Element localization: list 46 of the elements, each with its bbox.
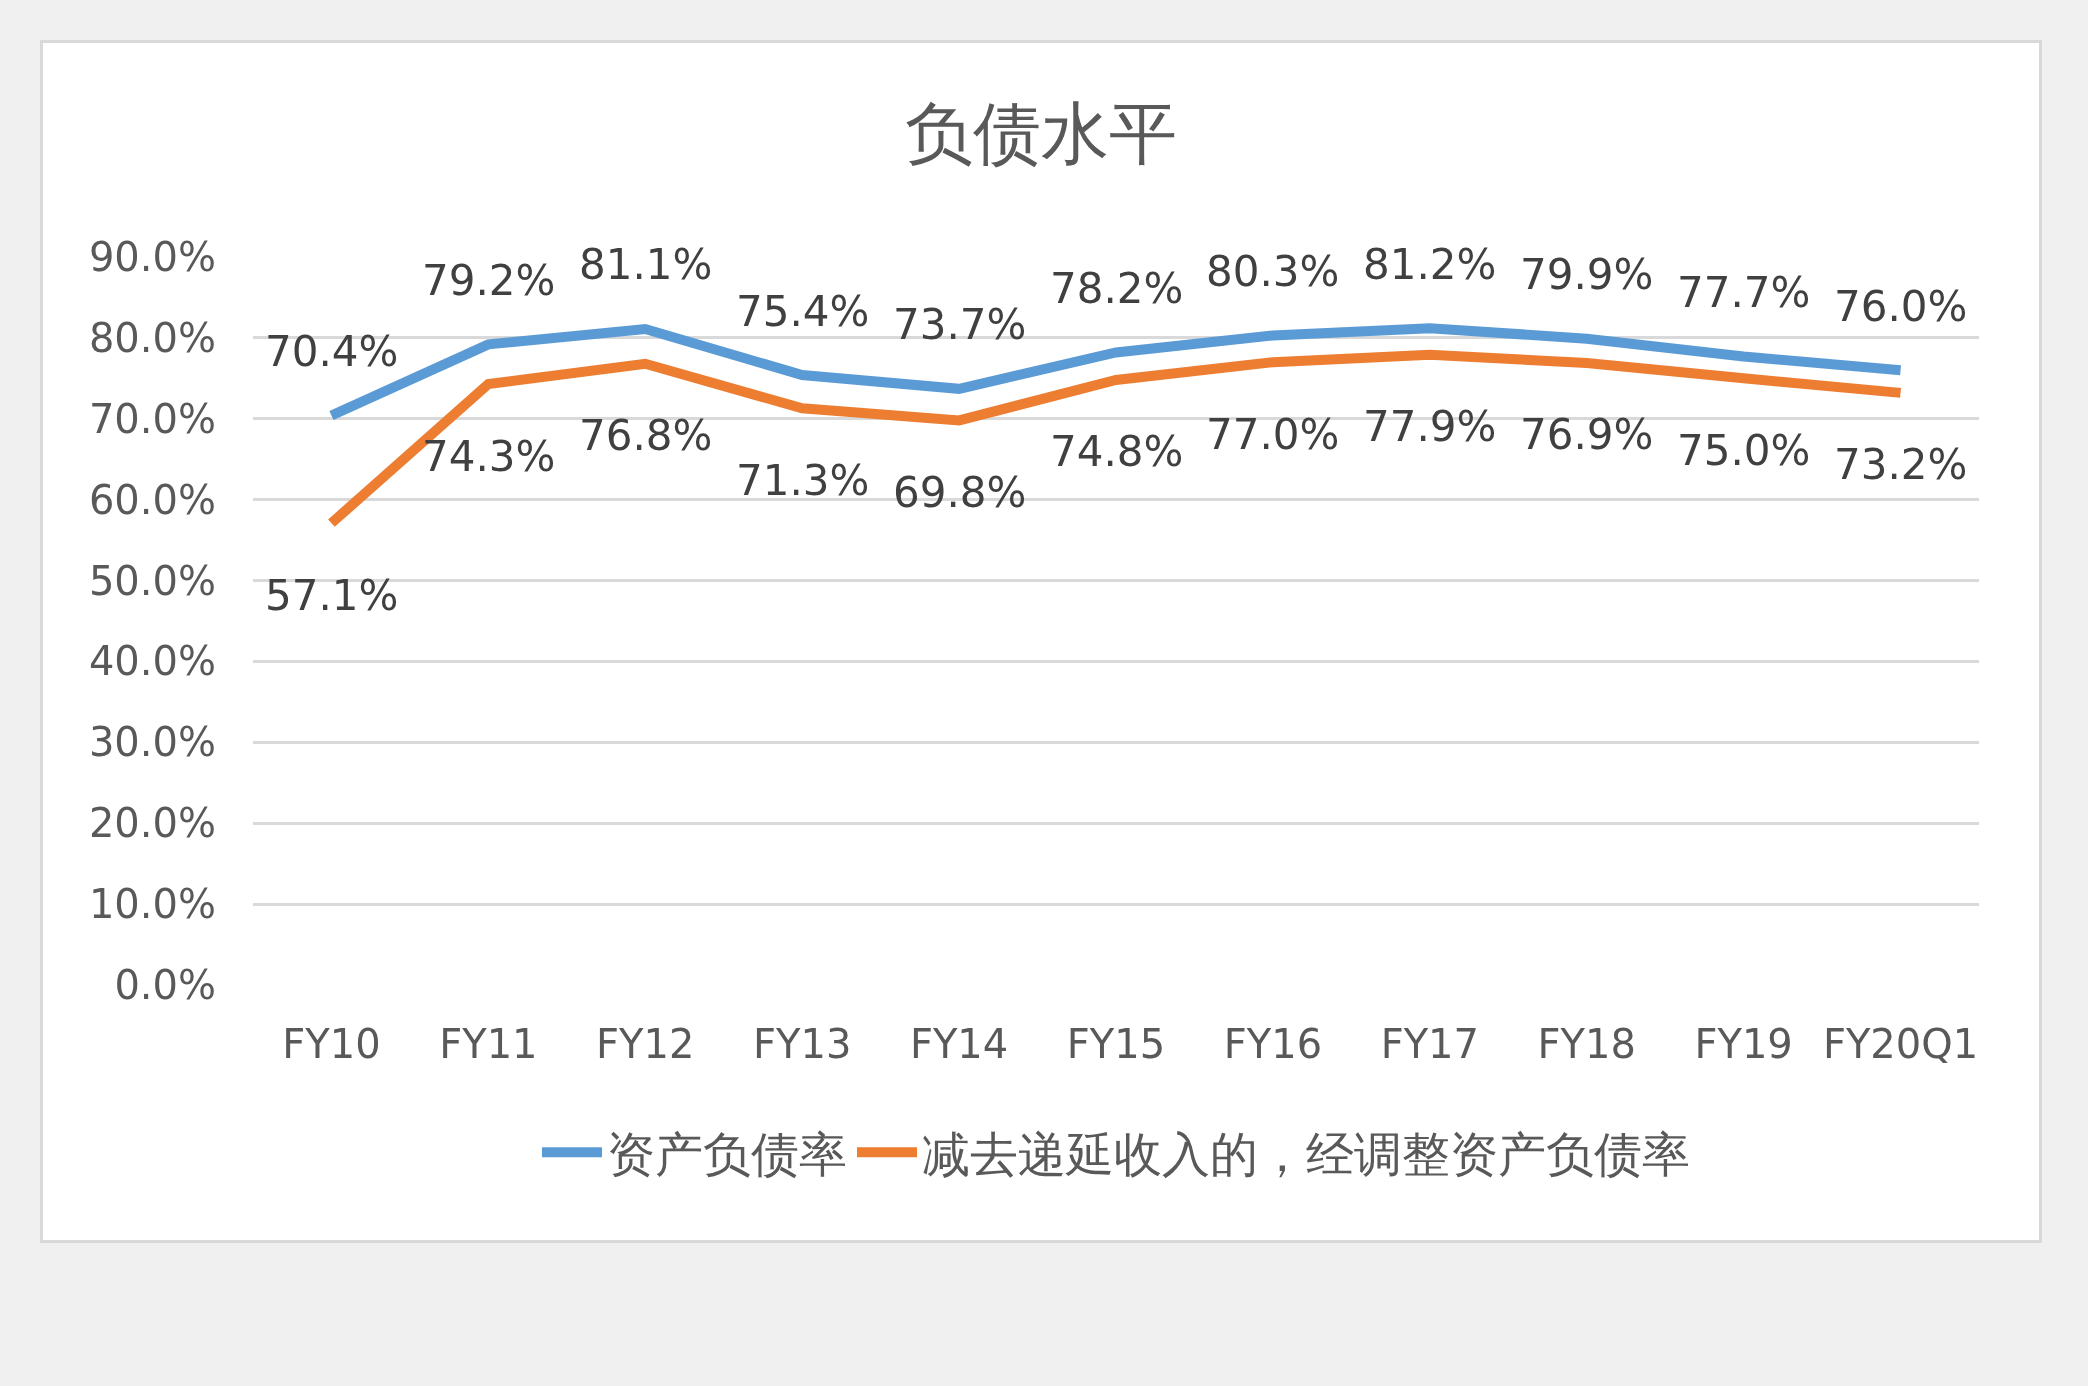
data-label: 75.0%: [1677, 426, 1811, 475]
data-label: 71.3%: [736, 456, 870, 505]
data-label: 78.2%: [1050, 264, 1184, 313]
x-tick-label: FY17: [1380, 1021, 1479, 1067]
chart-title: 负债水平: [905, 93, 1177, 173]
data-label: 76.0%: [1834, 282, 1968, 331]
data-label: 81.1%: [579, 240, 713, 289]
y-tick-label: 90.0%: [88, 234, 216, 280]
y-tick-label: 50.0%: [88, 557, 216, 604]
data-label: 81.2%: [1363, 240, 1497, 289]
data-label: 73.7%: [893, 300, 1027, 349]
y-tick-label: 70.0%: [88, 395, 216, 442]
x-tick-label: FY16: [1223, 1021, 1323, 1067]
data-label: 74.3%: [422, 432, 556, 481]
x-tick-label: FY14: [909, 1021, 1009, 1067]
y-tick-label: 30.0%: [88, 719, 216, 766]
data-label: 79.2%: [422, 256, 556, 305]
x-tick-label: FY15: [1066, 1021, 1166, 1067]
y-tick-label: 20.0%: [88, 800, 216, 847]
data-label: 80.3%: [1206, 247, 1340, 296]
x-tick-label: FY11: [439, 1021, 538, 1067]
data-label: 74.8%: [1050, 427, 1184, 476]
data-label: 79.9%: [1520, 250, 1654, 299]
y-tick-label: 60.0%: [88, 476, 216, 523]
data-label: 77.7%: [1677, 268, 1811, 317]
legend-label: 减去递延收入的，经调整资产负债率: [922, 1125, 1690, 1182]
y-tick-label: 40.0%: [88, 638, 216, 685]
data-label: 75.4%: [736, 287, 870, 336]
x-tick-label: FY10: [282, 1021, 381, 1067]
x-tick-label: FY13: [753, 1021, 852, 1067]
data-label: 77.0%: [1206, 410, 1340, 459]
data-label: 76.9%: [1520, 410, 1654, 459]
data-label: 77.9%: [1363, 402, 1497, 451]
y-tick-label: 10.0%: [88, 881, 216, 928]
y-tick-label: 0.0%: [114, 962, 216, 1008]
x-tick-label: FY20Q1: [1822, 1021, 1979, 1067]
data-label: 57.1%: [265, 571, 399, 620]
legend-label: 资产负债率: [607, 1125, 847, 1182]
x-tick-label: FY19: [1694, 1021, 1793, 1067]
x-tick-label: FY12: [596, 1021, 695, 1067]
data-label: 76.8%: [579, 411, 713, 460]
data-label: 73.2%: [1834, 440, 1968, 489]
x-tick-label: FY18: [1537, 1021, 1636, 1067]
y-tick-label: 80.0%: [88, 314, 216, 361]
data-label: 70.4%: [265, 327, 399, 376]
data-label: 69.8%: [893, 468, 1027, 517]
